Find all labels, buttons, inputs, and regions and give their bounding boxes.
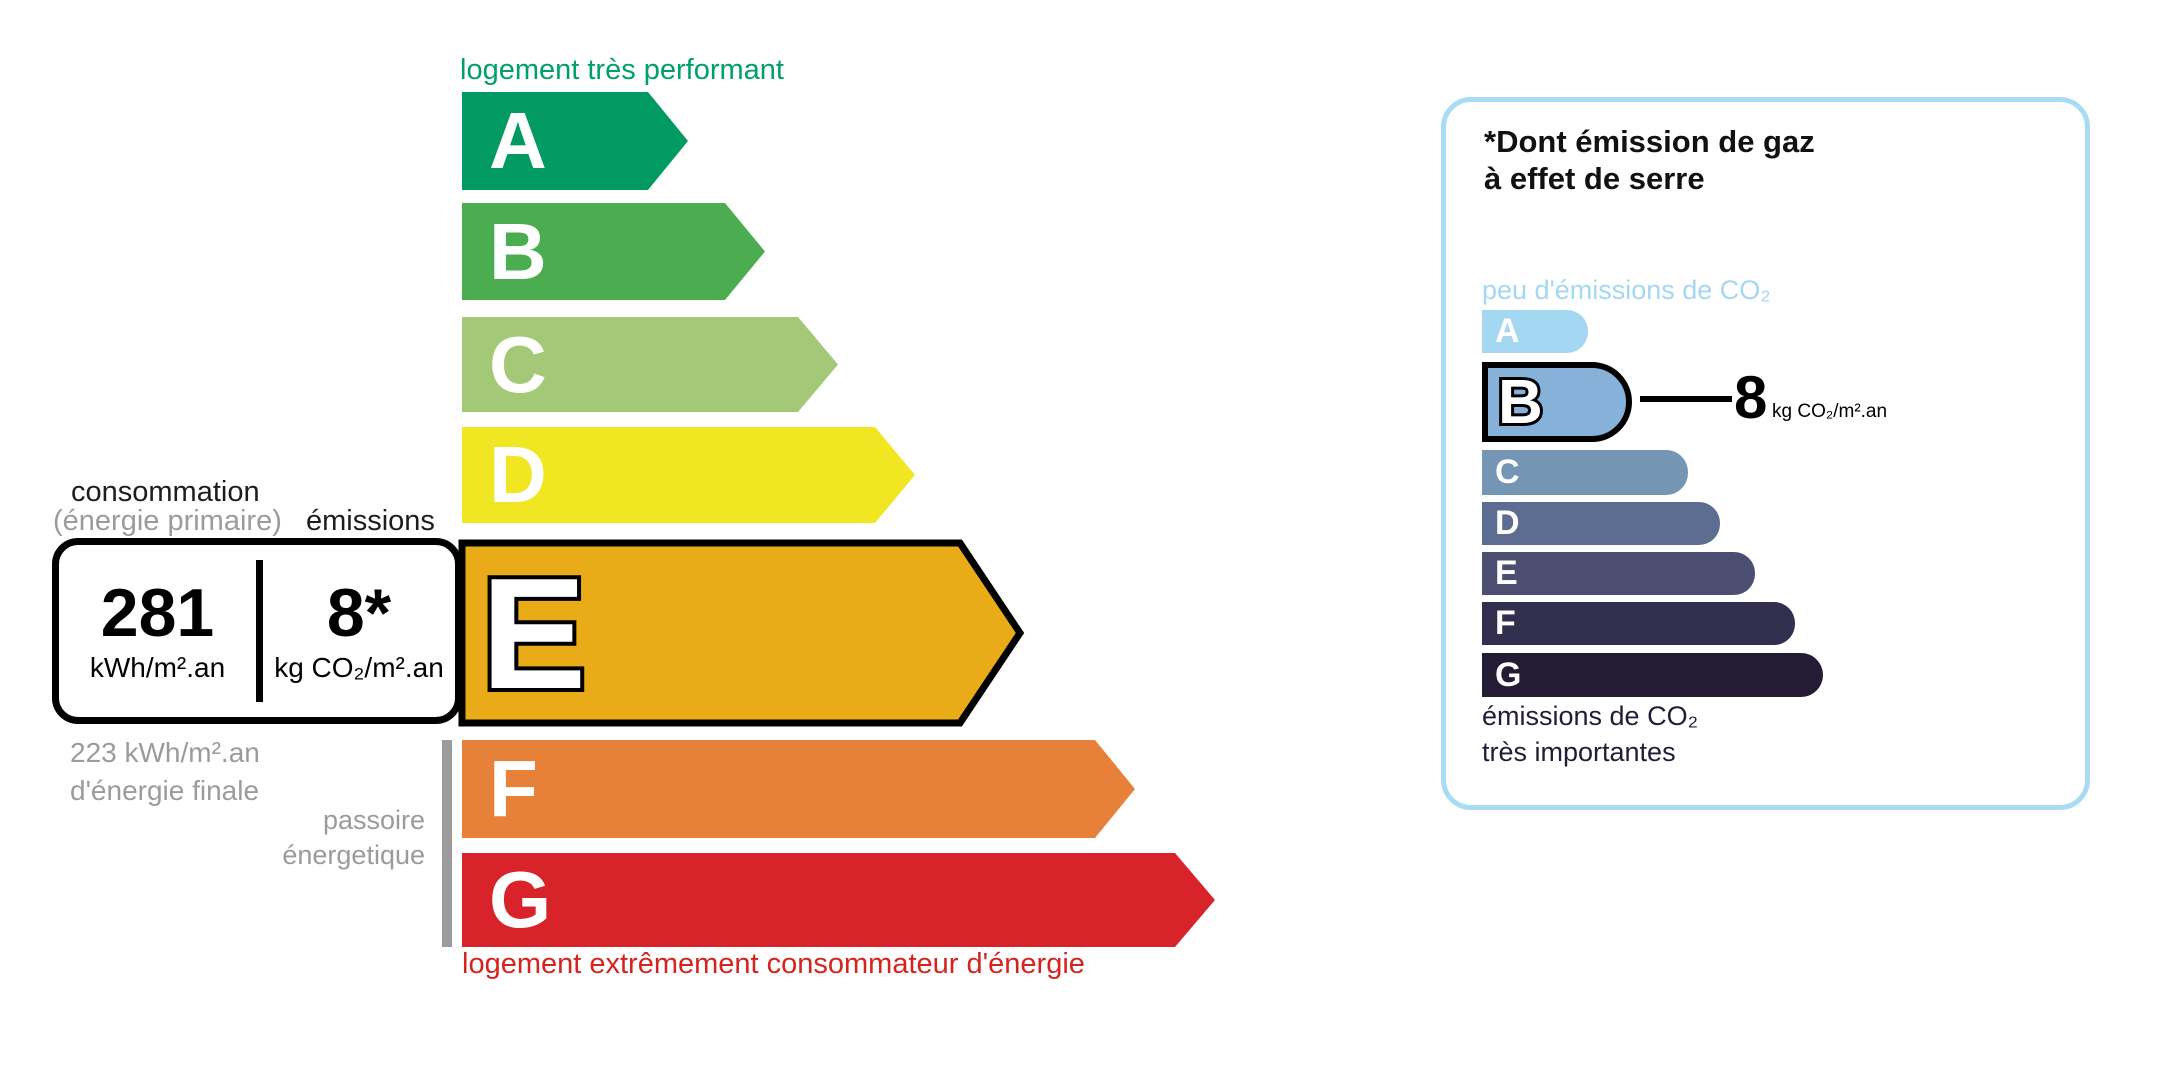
energy-grade-letter-a: A <box>489 96 547 185</box>
energy-grade-bar-f: F <box>462 740 1135 838</box>
co2-value-cell: 8* kg CO₂/m².an <box>263 545 455 717</box>
final-energy-line1: 223 kWh/m².an <box>70 737 260 768</box>
energy-sieve-label: passoire énergetique <box>175 803 425 873</box>
energy-grade-letter-c: C <box>489 319 547 409</box>
final-energy-line2: d'énergie finale <box>70 775 260 807</box>
top-performance-label: logement très performant <box>460 54 784 86</box>
energy-grade-bar-c: C <box>462 317 838 412</box>
co2-panel-value-unit: kg CO₂/m².an <box>1772 401 1888 422</box>
final-energy-note: 223 kWh/m².an d'énergie finale <box>70 734 260 810</box>
emissions-header: émissions <box>306 505 435 537</box>
co2-grade-bar-d: D <box>1482 502 1720 545</box>
bottom-performance-label: logement extrêmement consommateur d'éner… <box>462 948 1085 980</box>
co2-grade-bar-e: E <box>1482 552 1755 595</box>
energy-grade-bar-d: D <box>462 427 915 523</box>
co2-grade-letter-f: F <box>1495 604 1516 642</box>
energy-grade-bar-b: B <box>462 203 765 300</box>
co2-high-emissions-line1: émissions de CO₂ <box>1482 701 1699 731</box>
energy-grade-letter-b: B <box>489 206 547 296</box>
consumption-value-box: 281 kWh/m².an 8* kg CO₂/m².an <box>52 538 462 724</box>
co2-panel-title-line2: à effet de serre <box>1484 160 1705 196</box>
co2-panel-title-line1: *Dont émission de gaz <box>1484 124 1815 159</box>
energy-grade-letter-f: F <box>489 744 538 833</box>
primary-energy-subheader: (énergie primaire) <box>53 505 282 537</box>
co2-grade-letter-g: G <box>1495 655 1522 694</box>
co2-grade-bar-f: F <box>1482 602 1795 645</box>
energy-grade-letter-e: E <box>481 546 586 722</box>
energy-sieve-line1: passoire <box>322 805 425 835</box>
co2-grade-bar-g: G <box>1482 653 1823 697</box>
energy-sieve-marker-bar <box>442 740 452 947</box>
energy-grade-bar-e-selected: E <box>458 539 1025 727</box>
co2-grade-bar-b-selected: B <box>1482 362 1632 442</box>
co2-grade-bar-a: A <box>1482 310 1588 353</box>
co2-grade-letter-a: A <box>1495 312 1520 350</box>
co2-grade-letter-c: C <box>1495 453 1520 491</box>
energy-value-cell: 281 kWh/m².an <box>59 545 256 717</box>
co2-emissions-panel: *Dont émission de gaz à effet de serre p… <box>1441 97 2090 810</box>
co2-panel-value: 8 <box>1734 364 1768 431</box>
co2-unit: kg CO₂/m².an <box>274 651 444 683</box>
co2-grade-bar-c: C <box>1482 450 1688 495</box>
energy-grade-bar-a: A <box>462 92 688 190</box>
co2-callout-line <box>1640 396 1732 402</box>
box-divider <box>256 560 263 702</box>
co2-grade-letter-e: E <box>1495 554 1518 592</box>
energy-grade-letter-g: G <box>489 855 552 944</box>
co2-panel-title: *Dont émission de gaz à effet de serre <box>1484 124 1815 197</box>
co2-high-emissions-line2: très importantes <box>1482 736 1676 767</box>
energy-unit: kWh/m².an <box>89 651 226 683</box>
co2-value: 8* <box>326 575 392 652</box>
energy-sieve-line2: énergetique <box>282 840 425 871</box>
co2-low-emissions-label: peu d'émissions de CO₂ <box>1482 275 1771 305</box>
energy-grade-letter-d: D <box>489 430 547 519</box>
co2-grade-letter-b: B <box>1498 368 1543 436</box>
consumption-header: consommation <box>71 476 260 508</box>
energy-grade-e-arrow-shape <box>458 539 1025 727</box>
energy-value: 281 <box>100 575 215 652</box>
co2-grade-letter-b-svg: B <box>1495 368 1546 436</box>
co2-high-emissions-label: émissions de CO₂ très importantes <box>1482 699 1698 770</box>
energy-grade-bar-g: G <box>462 853 1215 947</box>
co2-grade-letter-d: D <box>1495 504 1520 542</box>
